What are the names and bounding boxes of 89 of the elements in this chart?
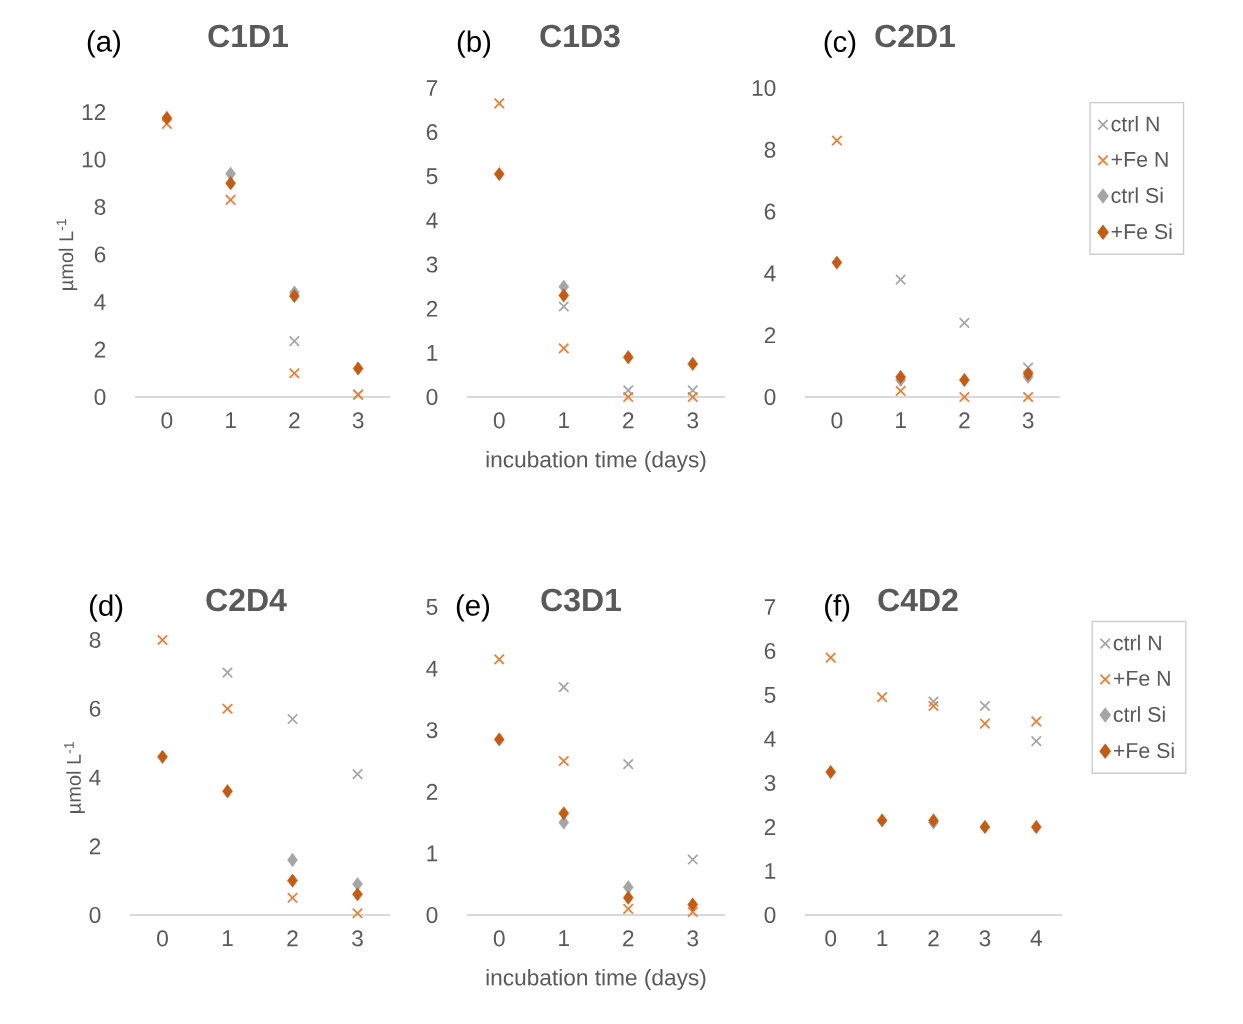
y-tick-label: 0 [764,388,776,406]
y-tick-label: 4 [94,294,106,310]
y-tick-label: 3 [764,774,776,792]
y-tick-label: 1 [765,863,776,879]
x-tick-label: 0 [493,930,505,947]
y-tick-label: 5 [426,168,438,185]
y-tick-label: 10 [82,151,106,168]
x-tick-label: 3 [687,412,699,429]
y-tick-label: 2 [426,783,438,800]
x-tick-label: 1 [222,930,233,946]
y-tick-label: 4 [764,265,776,282]
legend-label: ctrl Si [1111,187,1163,204]
x-tick-label: 2 [287,930,298,947]
x-tick-label: 3 [1022,412,1034,429]
annotation: (f) [825,594,850,622]
y-tick-label: 4 [426,660,438,677]
y-tick-label: 6 [426,124,438,141]
y-tick-label: 0 [426,906,438,924]
annotation: (e) [456,594,490,622]
y-tick-label: 2 [94,341,106,358]
x-tick-label: 0 [161,412,173,429]
x-tick-label: 3 [687,930,699,947]
y-tick-label: 8 [764,141,776,158]
y-tick-label: 2 [426,300,438,317]
x-tick-label: 1 [226,412,236,428]
x-tick-label: 2 [289,412,300,429]
x-tick-label: 4 [1030,930,1042,946]
chart-title: C4D2 [878,588,958,612]
y-tick-label: 1 [427,345,438,361]
legend-label: +Fe Si [1113,742,1174,759]
y-tick-label: 3 [426,256,438,273]
text: (d) [89,594,123,622]
chart-title: C1D1 [208,24,288,48]
x-tick-label: 0 [157,930,168,947]
x-axis-title: incubation time (days) [486,968,706,991]
y-axis-title: µmol L$^{-1}$ [56,219,78,290]
y-tick-label: 8 [94,198,106,216]
x-axis-title: incubation time (days) [486,450,706,473]
legend-label: +Fe N [1111,152,1168,167]
text: (c) [824,30,856,58]
y-tick-label: 1 [427,845,438,862]
y-tick-label: 6 [764,203,776,220]
x-tick-label: 0 [831,412,843,429]
y-tick-label: 10 [752,79,776,97]
y-tick-label: 3 [426,722,438,739]
y-tick-label: 7 [764,599,776,615]
legend-label: +Fe Si [1111,223,1172,240]
chart-title: C2D4 [206,588,287,612]
y-tick-label: 0 [764,906,776,924]
x-tick-label: 1 [896,412,906,428]
y-tick-label: 0 [426,388,438,406]
chart-title: C2D1 [875,24,955,48]
x-tick-label: 1 [559,930,569,946]
y-tick-label: 6 [89,700,101,717]
y-tick-label: 0 [94,388,106,406]
y-tick-label: 12 [82,104,106,120]
x-tick-label: 2 [928,930,939,947]
y-tick-label: 2 [89,838,101,855]
y-tick-label: 2 [764,327,776,344]
x-tick-label: 2 [623,412,634,429]
x-tick-label: 3 [352,412,364,429]
x-tick-label: 2 [959,412,970,429]
text: (b) [457,30,491,58]
y-tick-label: 8 [89,631,101,649]
legend-label: ctrl N [1113,634,1161,651]
chart-title: C1D3 [540,24,620,48]
x-tick-label: 3 [352,930,363,947]
y-tick-label: 6 [764,642,776,660]
x-tick-label: 0 [825,930,837,947]
x-tick-label: 3 [979,930,991,947]
y-tick-label: 0 [89,906,101,924]
text: (a) [87,30,120,58]
y-tick-label: 4 [426,212,438,229]
legend-label: ctrl N [1111,115,1159,132]
x-tick-label: 2 [623,930,634,947]
y-tick-label: 4 [89,769,101,786]
x-tick-label: 1 [877,930,888,946]
y-tick-label: 4 [764,731,776,747]
y-tick-label: 7 [426,80,438,96]
chart-title: C3D1 [541,588,621,612]
y-tick-label: 6 [94,246,106,263]
y-tick-label: 5 [764,687,776,703]
y-tick-label: 2 [764,819,776,835]
legend-label: ctrl Si [1113,706,1165,722]
y-axis-title: µmol L$^{-1}$ [64,742,85,813]
y-tick-label: 5 [426,599,438,615]
legend-label: +Fe N [1113,670,1170,686]
x-tick-label: 1 [559,412,569,428]
x-tick-label: 0 [493,412,505,429]
